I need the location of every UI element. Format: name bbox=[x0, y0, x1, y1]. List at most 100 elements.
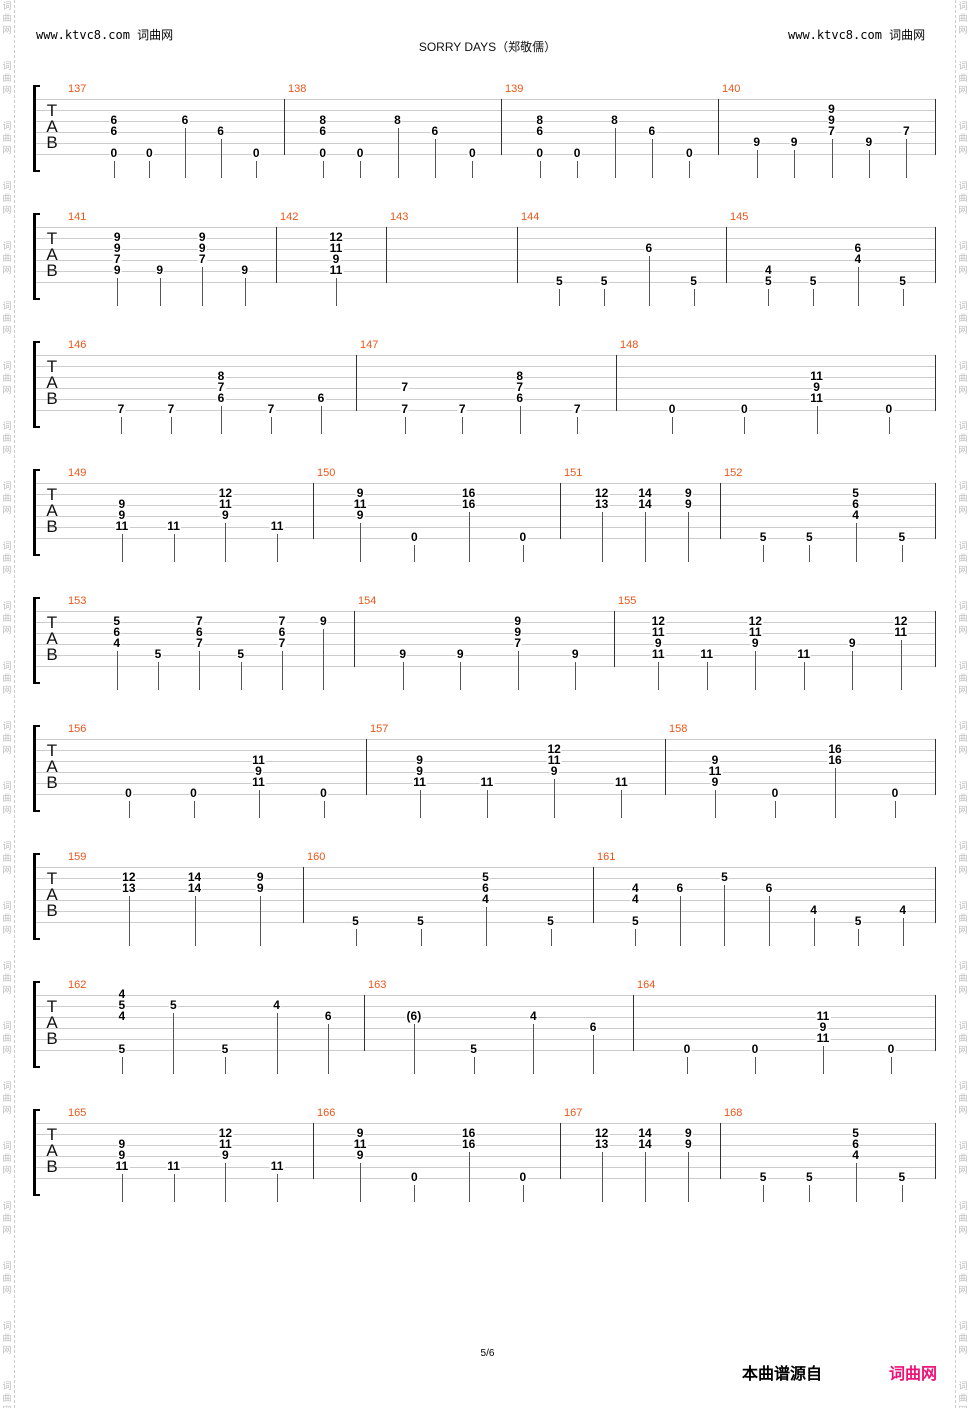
tab-clef-B: B bbox=[46, 389, 58, 408]
string-line bbox=[36, 355, 935, 356]
fret-number: 9 bbox=[197, 230, 207, 244]
note-stem bbox=[651, 139, 653, 178]
note-stem bbox=[468, 512, 470, 562]
note-stem bbox=[355, 929, 357, 946]
note-stem bbox=[755, 651, 757, 690]
note-stem bbox=[404, 417, 406, 434]
fret-number: 11 bbox=[328, 263, 344, 277]
note-stem bbox=[857, 267, 859, 306]
fret-number: 9 bbox=[355, 486, 365, 500]
string-line bbox=[36, 516, 935, 517]
fret-number: 7 bbox=[457, 402, 467, 416]
fret-number: 12 bbox=[893, 614, 909, 628]
system-bracket bbox=[33, 85, 40, 172]
string-line bbox=[36, 644, 935, 645]
fret-number: 0 bbox=[572, 146, 582, 160]
note-stem bbox=[693, 289, 695, 306]
measure-number: 141 bbox=[68, 211, 87, 223]
system-bracket bbox=[33, 725, 40, 812]
fret-number: 6 bbox=[316, 391, 326, 405]
note-stem bbox=[895, 801, 896, 818]
string-line bbox=[36, 611, 935, 612]
note-stem bbox=[159, 278, 161, 306]
string-line bbox=[36, 238, 935, 239]
fret-number: 0 bbox=[145, 146, 154, 160]
note-stem bbox=[688, 1152, 690, 1202]
fret-number: 7 bbox=[166, 402, 176, 416]
tab-clef-T: T bbox=[46, 485, 58, 504]
note-stem bbox=[901, 545, 903, 562]
string-line bbox=[36, 750, 935, 751]
fret-number: 7 bbox=[827, 124, 836, 138]
string-line bbox=[36, 143, 935, 144]
fret-number: 9 bbox=[752, 135, 762, 149]
note-stem bbox=[794, 150, 796, 178]
fret-number: 8 bbox=[535, 113, 545, 127]
note-stem bbox=[149, 161, 151, 178]
fret-number: 13 bbox=[121, 881, 137, 895]
site-link-right[interactable]: www.ktvc8.com 词曲网 bbox=[788, 28, 926, 42]
note-stem bbox=[768, 289, 770, 306]
source-brand-link[interactable]: 词曲网 bbox=[889, 1366, 938, 1383]
fret-number: 5 bbox=[117, 998, 127, 1012]
string-line bbox=[36, 1006, 935, 1007]
barline bbox=[935, 867, 936, 923]
fret-number: 11 bbox=[809, 369, 824, 383]
measure-number: 147 bbox=[360, 339, 379, 351]
note-stem bbox=[831, 139, 833, 178]
measure-number: 150 bbox=[317, 467, 336, 479]
barline bbox=[313, 483, 314, 539]
barline bbox=[935, 995, 936, 1051]
string-line bbox=[36, 227, 935, 228]
note-stem bbox=[519, 406, 521, 434]
note-stem bbox=[277, 1174, 279, 1202]
fret-number: 9 bbox=[847, 636, 857, 650]
fret-number: 9 bbox=[683, 486, 693, 500]
tab-clef-T: T bbox=[46, 997, 58, 1016]
fret-number: 6 bbox=[853, 241, 863, 255]
fret-number: 9 bbox=[398, 647, 408, 661]
string-line bbox=[36, 1039, 935, 1040]
fret-number: 5 bbox=[805, 530, 814, 544]
note-stem bbox=[813, 918, 815, 946]
fret-number: 0 bbox=[355, 146, 365, 160]
barline bbox=[560, 1123, 561, 1179]
measure-number: 154 bbox=[358, 595, 377, 607]
string-line bbox=[36, 110, 935, 111]
fret-number: 11 bbox=[412, 775, 427, 789]
measure-number: 139 bbox=[505, 83, 524, 95]
fret-number: 13 bbox=[593, 497, 610, 511]
note-stem bbox=[360, 161, 362, 178]
string-line bbox=[36, 249, 935, 250]
note-stem bbox=[173, 534, 175, 562]
fret-number: 9 bbox=[240, 263, 250, 277]
fret-number: 7 bbox=[515, 380, 525, 394]
fret-number: 12 bbox=[217, 486, 234, 500]
fret-number: 14 bbox=[637, 486, 653, 500]
fret-number: 9 bbox=[415, 753, 424, 767]
fret-number: 11 bbox=[650, 647, 666, 661]
fret-number: 0 bbox=[319, 786, 328, 800]
site-link-left[interactable]: www.ktvc8.com 词曲网 bbox=[36, 28, 174, 42]
note-stem bbox=[550, 929, 552, 946]
tab-system: T A B 165 9 9 11 11 12 11 9 11 166 9 11 9 0 16 16 0 167 12 13 1… bbox=[0, 0, 975, 1202]
measure-number: 160 bbox=[307, 851, 326, 863]
barline bbox=[354, 611, 355, 667]
fret-number: 9 bbox=[318, 614, 328, 628]
string-line bbox=[36, 1050, 935, 1051]
tab-clef-A: A bbox=[46, 117, 58, 136]
string-line bbox=[36, 1134, 935, 1135]
fret-number: 4 bbox=[851, 508, 860, 522]
fret-number: 9 bbox=[117, 1148, 127, 1162]
fret-number: 16 bbox=[460, 497, 477, 511]
fret-number: 6 bbox=[180, 113, 190, 127]
fret-number: 8 bbox=[216, 369, 226, 383]
note-stem bbox=[194, 896, 196, 946]
tab-clef-B: B bbox=[46, 773, 58, 792]
barline bbox=[665, 739, 666, 795]
string-line bbox=[36, 1178, 935, 1179]
note-stem bbox=[328, 1024, 330, 1074]
fret-number: 5 bbox=[351, 914, 360, 928]
system-bracket bbox=[33, 213, 40, 300]
fret-number: 0 bbox=[886, 1042, 896, 1056]
